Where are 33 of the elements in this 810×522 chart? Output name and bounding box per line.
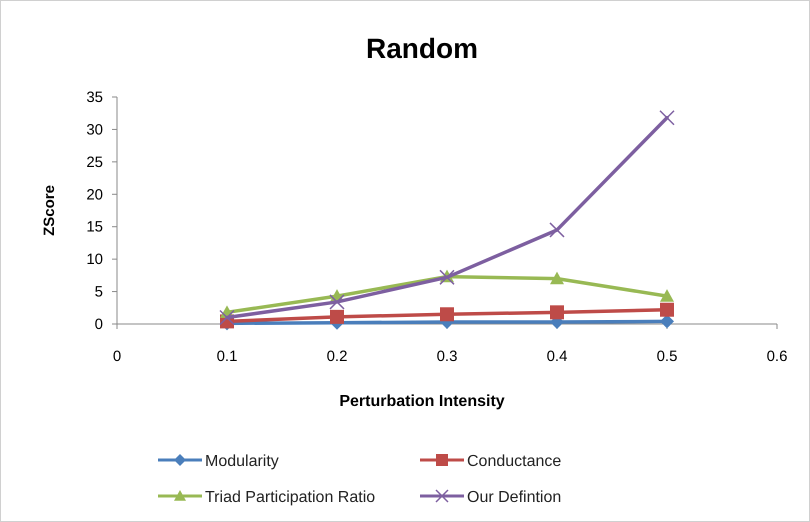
legend-label: Our Defintion	[467, 489, 562, 506]
y-tick-label: 5	[94, 284, 103, 301]
point	[550, 305, 564, 320]
x-tick-label: 0.4	[546, 348, 568, 365]
legend-label: Conductance	[467, 453, 562, 470]
y-axis-title: ZScore	[41, 185, 58, 236]
legend-label: Triad Participation Ratio	[205, 489, 376, 506]
x-axis-title: Perturbation Intensity	[339, 393, 505, 410]
point	[219, 310, 235, 326]
point	[329, 294, 345, 310]
x-tick-label: 0.2	[326, 348, 348, 365]
y-tick-label: 20	[86, 186, 103, 204]
x-tick-label: 0.6	[766, 348, 788, 365]
y-tick-label: 10	[86, 251, 103, 268]
point	[550, 272, 564, 284]
x-tick-label: 0.3	[436, 348, 458, 365]
y-tick-label: 25	[86, 154, 103, 171]
point	[440, 307, 454, 322]
y-tick-label: 30	[86, 121, 103, 138]
point	[660, 302, 674, 317]
chart-title: Random	[366, 33, 478, 64]
point	[660, 289, 674, 302]
y-tick-label: 35	[86, 89, 103, 106]
point	[659, 110, 675, 126]
x-tick-label: 0.5	[656, 348, 678, 365]
y-tick-label: 0	[94, 316, 103, 333]
point	[549, 222, 565, 238]
y-tick-label: 15	[86, 218, 103, 236]
x-tick-label: 0	[112, 348, 122, 365]
x-tick-label: 0.1	[216, 348, 238, 365]
point	[330, 310, 344, 324]
legend-label: Modularity	[205, 453, 279, 470]
point	[439, 270, 455, 286]
